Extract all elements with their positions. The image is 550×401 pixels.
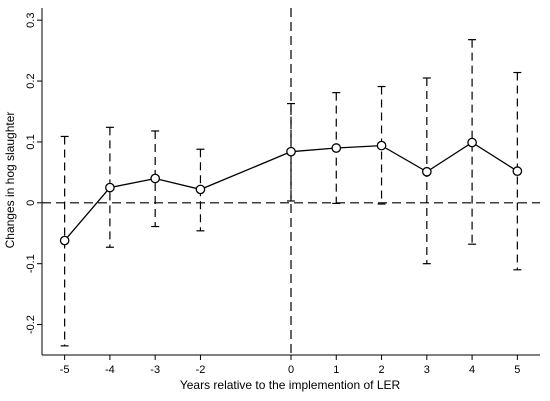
x-tick-label: -4	[105, 364, 115, 376]
y-axis-title: Changes in hog slaughter	[3, 112, 17, 249]
x-tick-label: 2	[378, 364, 384, 376]
y-tick-label: 0	[25, 200, 37, 206]
x-tick-label: 4	[469, 364, 475, 376]
x-tick-label: -3	[150, 364, 160, 376]
data-point	[105, 182, 115, 193]
data-point	[421, 166, 432, 177]
x-tick-label: 5	[514, 364, 520, 376]
y-tick-label: -0.1	[25, 254, 37, 273]
data-point	[150, 173, 161, 184]
x-tick-label: -5	[60, 364, 70, 376]
x-axis-title: Years relative to the implemention of LE…	[180, 378, 401, 392]
y-tick-label: 0.1	[25, 134, 37, 149]
x-tick-label: 0	[288, 364, 294, 376]
reference-lines	[42, 8, 540, 355]
x-tick-label: 3	[424, 364, 430, 376]
data-point	[467, 137, 477, 148]
data-point	[195, 184, 206, 195]
x-tick-label: 1	[333, 364, 339, 376]
series-line-layer	[64, 141, 518, 242]
data-points	[59, 137, 523, 246]
axes: -0.2 -0.1 0 0.1 0.2 0.3 -5 -4 -3 -2 0 1 2 3 4 5	[25, 8, 540, 376]
series-line	[64, 141, 518, 242]
data-point	[59, 235, 70, 246]
data-point	[286, 146, 296, 157]
y-tick-label: -0.2	[25, 315, 37, 334]
data-point	[331, 143, 342, 153]
x-tick-label: -2	[196, 364, 206, 376]
data-point	[512, 166, 523, 177]
y-tick-label: 0.3	[25, 13, 37, 28]
y-tick-label: 0.2	[25, 73, 37, 88]
data-point	[376, 140, 387, 151]
